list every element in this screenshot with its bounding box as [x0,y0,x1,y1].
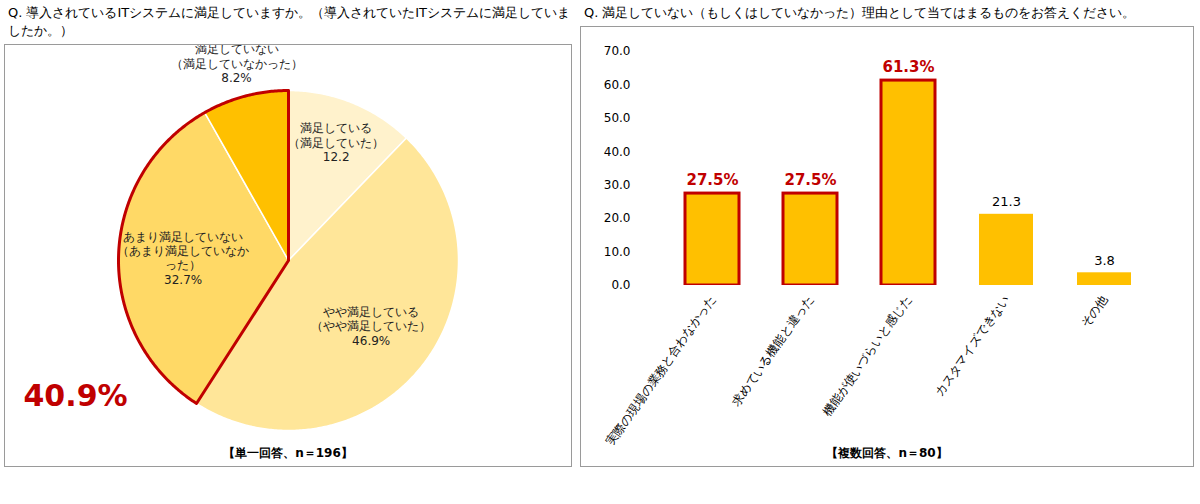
svg-text:61.3%: 61.3% [882,58,934,76]
svg-text:満足していない（満足していなかった）8.2%: 満足していない（満足していなかった）8.2% [171,45,303,85]
svg-text:機能が使いづらいと感じた: 機能が使いづらいと感じた [820,293,914,419]
svg-text:あまり満足していない（あまり満足していなかった）32.7%: あまり満足していない（あまり満足していなかった）32.7% [117,230,249,287]
svg-text:カスタマイズできない: カスタマイズできない [932,293,1012,399]
svg-text:3.8: 3.8 [1094,253,1115,268]
svg-text:実際の現場の業務と合わなかった: 実際の現場の業務と合わなかった [603,293,718,445]
svg-text:0.0: 0.0 [611,278,630,292]
svg-text:20.0: 20.0 [604,211,631,225]
svg-text:50.0: 50.0 [604,111,631,125]
svg-text:その他: その他 [1078,293,1110,331]
svg-text:10.0: 10.0 [604,245,631,259]
svg-text:30.0: 30.0 [604,178,631,192]
svg-text:27.5%: 27.5% [784,171,836,189]
html-text:Q. 導入されているITシステムに満足していますか。（導入さ: Q. 導入されているITシステムに満足していますか。（導入されていたITシステム… [8,5,570,38]
html-text:【複数回答、n＝80】: 【複数回答、n＝80】 [826,446,948,460]
html-text:Q. 満足していない（もしくはしていなかった）理由として当て: Q. 満足していない（もしくはしていなかった）理由として当てはまるものをお答えく… [584,5,1136,20]
svg-text:60.0: 60.0 [604,78,631,92]
svg-text:40.9%: 40.9% [24,378,128,413]
svg-text:満足している（満足していた）12.2: 満足している（満足していた）12.2 [288,121,384,164]
html-text:【単一回答、n＝196】: 【単一回答、n＝196】 [223,446,353,460]
svg-text:求めている機能と違った: 求めている機能と違った [729,293,816,409]
svg-text:やや満足している（やや満足していた）46.9%: やや満足している（やや満足していた）46.9% [311,305,431,348]
svg-text:40.0: 40.0 [604,145,631,159]
svg-text:21.3: 21.3 [992,194,1021,209]
svg-text:27.5%: 27.5% [686,171,738,189]
svg-text:70.0: 70.0 [604,44,631,58]
